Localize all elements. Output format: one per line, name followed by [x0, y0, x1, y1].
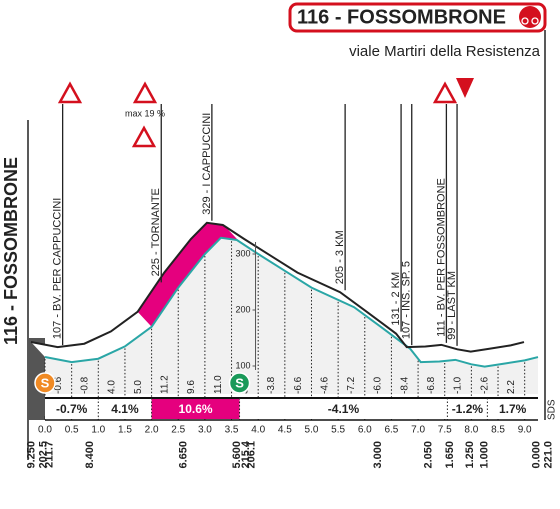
interval-gradient: 11.2: [160, 375, 171, 394]
bottom-label: 211.7: [44, 441, 56, 468]
y-tick-label: 100: [235, 360, 250, 370]
x-tick-label: 6.0: [358, 425, 372, 436]
sign: [432, 81, 458, 104]
warning-sign: [57, 78, 474, 148]
x-tick-label: 0.0: [38, 425, 52, 436]
interval-gradient: -4.6: [319, 376, 330, 394]
interval-gradient: -3.8: [266, 376, 277, 394]
interval-gradient: -2.6: [479, 376, 490, 394]
bike-wheel: [521, 17, 529, 25]
bottom-label: 6.650: [177, 441, 189, 469]
interval-gradient: -0.8: [80, 376, 91, 394]
marker-label: S: [235, 375, 244, 390]
gradient-segment: [447, 399, 488, 419]
chart-title: 116 - FOSSOMBRONE: [297, 6, 506, 28]
y-tick-label: 300: [235, 248, 250, 258]
waypoint-label: 329 - I CAPPUCCINI: [201, 113, 213, 215]
gradient-label: 1.7%: [499, 402, 527, 416]
x-tick-label: 8.0: [464, 425, 478, 436]
waypoint-label: 99 - LAST KM: [446, 271, 458, 340]
gradient-segment: [487, 399, 538, 419]
bottom-label: 8.400: [84, 441, 96, 469]
waypoint-label: 131 - 2 KM: [390, 272, 402, 326]
interval-gradient: 4.0: [106, 380, 117, 394]
x-tick-label: 2.0: [145, 425, 159, 436]
bottom-label: 221.0: [543, 441, 555, 469]
gradient-label: 10.6%: [179, 402, 213, 416]
bottom-label: 3.000: [372, 441, 384, 469]
gradient-label: -4.1%: [328, 402, 360, 416]
x-tick-label: 5.5: [331, 425, 345, 436]
profile-ridge: [30, 221, 525, 353]
bottom-label: 1.650: [444, 441, 456, 469]
sign: [131, 125, 157, 148]
header-box: [288, 2, 547, 33]
interval-gradient: 2.2: [506, 380, 517, 394]
gradient-segment: [239, 399, 448, 419]
bottom-label: 9.250: [26, 441, 38, 469]
bottom-label: 1.250: [464, 441, 476, 469]
bottom-label: 206.1: [246, 441, 258, 469]
marker: [34, 372, 56, 394]
x-tick-label: 1.5: [118, 425, 132, 436]
bike-wheel: [531, 17, 539, 25]
x-tick-label: 3.0: [198, 425, 212, 436]
waypoint-label: 107 - BV. PER CAPPUCCINI: [52, 198, 64, 339]
start-label: 116 - FOSSOMBRONE: [1, 157, 21, 345]
interval-gradient: -0.6: [53, 376, 64, 394]
interval-gradient: 9.6: [186, 380, 197, 394]
bottom-label: 5.600: [231, 441, 243, 469]
bottom-label: 0.000: [530, 441, 542, 469]
profile-face-highlight: [137, 222, 240, 327]
interval-gradient: -6.6: [293, 376, 304, 394]
x-tick-label: 4.0: [251, 425, 265, 436]
gradient-label: -0.7%: [56, 402, 88, 416]
x-tick-label: 7.0: [411, 425, 425, 436]
bottom-label: 215.4: [240, 440, 252, 468]
x-tick-label: 1.0: [91, 425, 105, 436]
x-tick-label: 3.5: [225, 425, 239, 436]
marker-label: S: [41, 375, 50, 390]
finish-flag: [456, 78, 474, 98]
bottom-label: 2.050: [423, 441, 435, 469]
profile-top-face: [31, 222, 538, 367]
x-tick-label: 8.5: [491, 425, 505, 436]
waypoint-label: 107 - INS. SP. 5: [401, 261, 413, 339]
profile-area: [45, 237, 538, 394]
interval-gradient: 5.0: [133, 380, 144, 394]
gradient-segment: [98, 399, 152, 419]
interval-gradient: -6.0: [373, 376, 384, 394]
profile-line: [44, 236, 539, 368]
gradient-segment: [151, 399, 240, 419]
interval-gradient: -7.2: [346, 376, 357, 394]
y-tick-label: 200: [235, 304, 250, 314]
bike-icon: [519, 6, 541, 28]
gradient-label: 4.1%: [111, 402, 139, 416]
x-tick-label: 2.5: [171, 425, 185, 436]
interval-gradient: -8.4: [399, 376, 410, 394]
credit: SDS: [547, 399, 558, 420]
annotation: max 19 %: [125, 108, 165, 118]
x-tick-label: 6.5: [384, 425, 398, 436]
bottom-label: 202.5: [37, 441, 49, 469]
sign: [132, 81, 158, 104]
interval-gradient: -1.0: [453, 376, 464, 394]
interval-gradient: 11.0: [213, 375, 224, 394]
subtitle: viale Martiri della Resistenza: [349, 43, 541, 60]
gradient-label: -1.2%: [452, 402, 484, 416]
x-tick-label: 4.5: [278, 425, 292, 436]
interval-gradient: -6.8: [426, 376, 437, 394]
waypoint-label: 225 - TORNANTE: [150, 188, 162, 276]
waypoint-label: 111 - BV. PER FOSSOMBRONE: [435, 178, 447, 337]
marker: [228, 372, 251, 394]
sign: [57, 81, 83, 104]
waypoint-label: 205 - 3 KM: [334, 230, 346, 284]
x-tick-label: 5.0: [305, 425, 319, 436]
x-tick-label: 0.5: [65, 425, 79, 436]
x-tick-label: 7.5: [438, 425, 452, 436]
bottom-label: 1.000: [479, 441, 491, 469]
gradient-segment: [45, 399, 99, 419]
x-tick-label: 9.0: [518, 425, 532, 436]
